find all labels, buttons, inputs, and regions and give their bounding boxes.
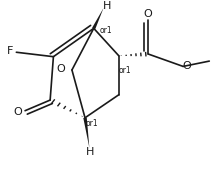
Text: F: F [7, 46, 13, 56]
Text: O: O [13, 107, 22, 117]
Text: O: O [144, 9, 153, 19]
Polygon shape [83, 118, 89, 148]
Text: or1: or1 [85, 119, 98, 128]
Text: O: O [182, 61, 191, 71]
Text: H: H [86, 147, 95, 157]
Text: O: O [57, 64, 65, 74]
Text: or1: or1 [119, 66, 132, 75]
Text: H: H [103, 1, 111, 11]
Text: or1: or1 [99, 27, 112, 35]
Polygon shape [92, 8, 104, 29]
